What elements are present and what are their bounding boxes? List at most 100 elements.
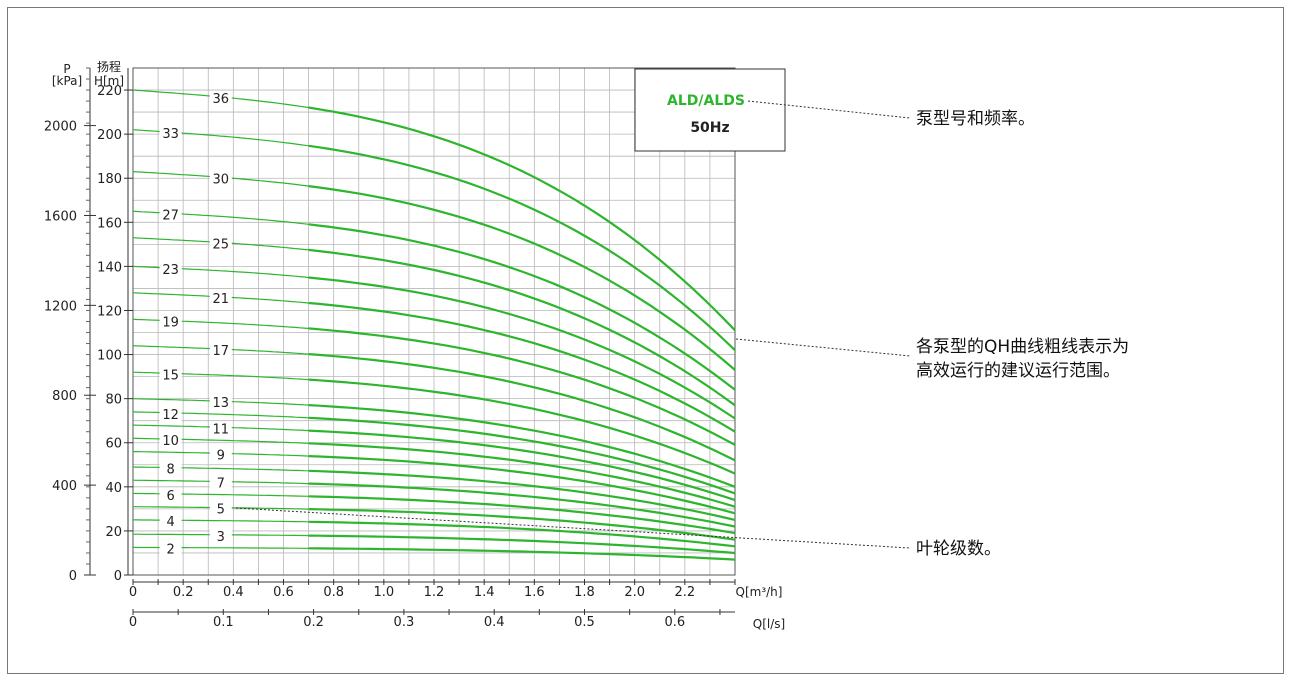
q-m3h-tick-label: 0.8 [323, 585, 344, 600]
h-tick-label: 140 [97, 260, 122, 275]
p-tick-label: 1600 [44, 209, 77, 224]
stage-label-bg [159, 514, 182, 530]
q-ls-tick-label: 0.4 [484, 615, 505, 630]
stage-label-bg [209, 290, 232, 306]
stage-label: 33 [162, 127, 179, 142]
stage-label-bg [209, 421, 232, 437]
stage-label: 13 [213, 396, 230, 411]
p-tick-label: 0 [69, 569, 77, 584]
legend-model: ALD/ALDS [667, 93, 745, 109]
q-m3h-tick-label: 1.8 [574, 585, 595, 600]
stage-label: 6 [166, 489, 174, 504]
stage-label-bg [159, 461, 182, 477]
stage-label: 7 [217, 477, 225, 492]
qh-curve-thick [308, 404, 736, 488]
annotation-leader [735, 338, 911, 357]
p-axis-label-1: P [63, 62, 70, 76]
qh-curve-thick [308, 469, 736, 521]
qh-curve-thick [308, 144, 736, 351]
stage-label: 17 [213, 344, 230, 359]
stage-label: 25 [213, 238, 230, 253]
stage-label-bg [209, 395, 232, 411]
h-tick-label: 0 [114, 569, 122, 584]
x-unit-m3h: Q[m³/h] [736, 585, 783, 599]
h-axis-label-2: H[m] [94, 74, 124, 88]
stage-label-bg [209, 475, 232, 491]
q-m3h-tick-label: 1.2 [424, 585, 445, 600]
stage-label: 4 [166, 515, 174, 530]
qh-curve-thick [308, 508, 736, 541]
h-tick-label: 160 [97, 216, 122, 231]
p-tick-label: 1200 [44, 299, 77, 314]
qh-curve-thick [308, 547, 736, 561]
stage-label: 36 [213, 92, 230, 107]
qh-curve-thick [308, 534, 736, 555]
qh-curve-thick [308, 378, 736, 475]
stage-label: 12 [162, 408, 179, 423]
stage-label: 21 [213, 292, 230, 307]
q-ls-tick-label: 0.3 [394, 615, 415, 630]
figure-frame [7, 7, 1284, 674]
p-tick-label: 2000 [44, 120, 77, 135]
stage-label-bg [159, 487, 182, 503]
stage-label-bg [209, 343, 232, 359]
stage-label: 15 [162, 368, 179, 383]
q-m3h-tick-label: 0.4 [223, 585, 244, 600]
legend: ALD/ALDS 50Hz [634, 68, 786, 152]
qh-curve-thick [308, 301, 736, 433]
h-tick-label: 40 [105, 481, 122, 496]
stage-label-bg [159, 314, 182, 330]
q-m3h-tick-label: 2.2 [674, 585, 695, 600]
legend-frequency: 50Hz [690, 120, 729, 136]
h-tick-label: 120 [97, 304, 122, 319]
q-ls-tick-label: 0.2 [303, 615, 324, 630]
stage-label: 19 [162, 316, 179, 331]
p-axis-label-2: [kPa] [52, 74, 82, 88]
p-tick-label: 800 [52, 389, 77, 404]
h-tick-label: 220 [97, 84, 122, 99]
p-tick-label: 400 [52, 479, 77, 494]
stage-label: 23 [162, 263, 179, 278]
qh-curve-thick [308, 185, 736, 371]
annotation-leader [747, 100, 911, 119]
annotation-text: 叶轮级数。 [916, 539, 1001, 559]
stage-label: 30 [213, 172, 230, 187]
stage-label-bg [209, 90, 232, 106]
axes: 0204060801001201401601802002200400800120… [44, 67, 736, 630]
stage-label-bg [159, 207, 182, 223]
qh-curve-thick [308, 416, 736, 495]
annotation-leader [235, 507, 911, 549]
h-tick-label: 60 [105, 437, 122, 452]
qh-curve-thick [308, 106, 736, 332]
stage-label-bg [159, 367, 182, 383]
q-m3h-tick-label: 1.4 [474, 585, 495, 600]
qh-curve-thick [308, 276, 736, 420]
stage-label-bg [209, 528, 232, 544]
q-m3h-tick-label: 0.2 [173, 585, 194, 600]
stage-label-bg [209, 171, 232, 187]
qh-curve-thick [308, 442, 736, 508]
q-m3h-tick-label: 0.6 [273, 585, 294, 600]
legend-box [634, 68, 786, 152]
stage-label-bg [159, 433, 182, 449]
plot-border [132, 67, 736, 576]
h-tick-label: 200 [97, 128, 122, 143]
q-ls-tick-label: 0 [129, 615, 137, 630]
qh-curve-thick [308, 520, 736, 548]
q-m3h-tick-label: 0 [129, 585, 137, 600]
stage-label-bg [159, 406, 182, 422]
stage-label-bg [209, 236, 232, 252]
stage-label-bg [159, 126, 182, 142]
q-ls-tick-label: 0.5 [574, 615, 595, 630]
stage-label: 27 [162, 208, 179, 223]
annotation-text: 高效运行的建议运行范围。 [916, 361, 1120, 381]
stage-label: 9 [217, 448, 225, 463]
h-axis-label-1: 扬程 [97, 59, 121, 74]
qh-curve-thick [308, 495, 736, 535]
qh-curve-thick [308, 327, 736, 446]
stage-label: 11 [213, 422, 230, 437]
stage-label: 2 [166, 543, 174, 558]
